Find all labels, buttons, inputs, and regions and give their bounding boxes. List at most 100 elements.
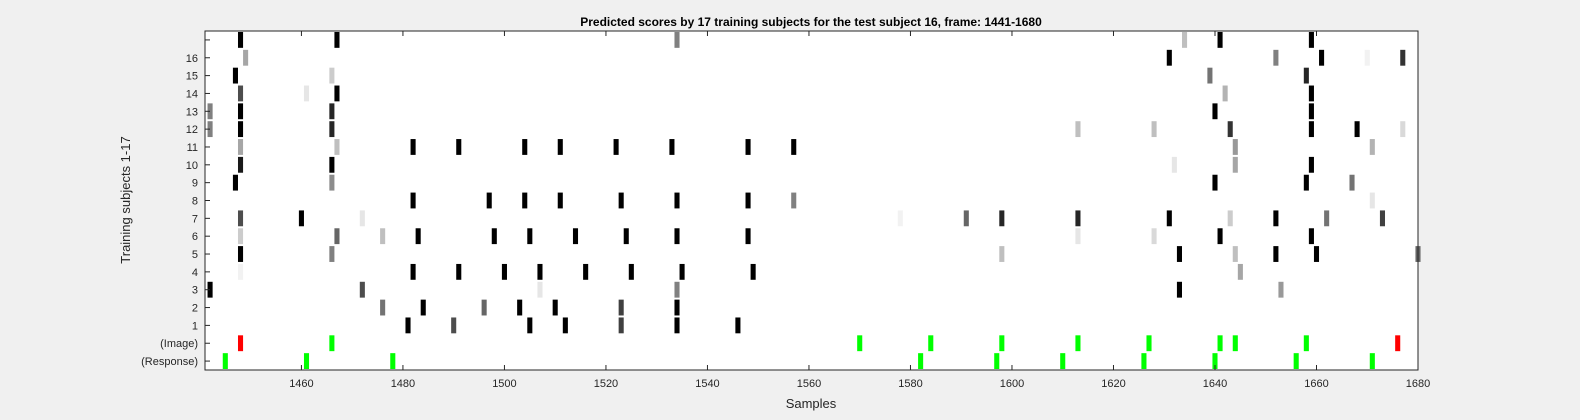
score-cell xyxy=(329,67,335,84)
score-cell xyxy=(572,228,579,245)
image-marker xyxy=(329,335,335,352)
score-cell xyxy=(1308,121,1314,138)
score-cell xyxy=(491,228,497,245)
y-tick-label: 12 xyxy=(186,124,198,136)
score-cell xyxy=(1181,32,1188,48)
score-cell xyxy=(674,299,680,316)
score-cell xyxy=(527,228,533,245)
y-tick-label: 13 xyxy=(186,106,198,118)
score-cell xyxy=(618,192,624,209)
response-marker xyxy=(994,353,1000,369)
score-cell xyxy=(674,281,680,298)
score-cell xyxy=(623,228,629,245)
score-cell xyxy=(1273,49,1279,66)
x-tick-label: 1660 xyxy=(1304,378,1328,390)
x-tick-label: 1580 xyxy=(898,378,922,390)
y-axis-label: Training subjects 1-17 xyxy=(118,136,133,263)
image-marker xyxy=(237,335,244,352)
x-tick-label: 1480 xyxy=(391,378,415,390)
x-tick-label: 1460 xyxy=(289,378,313,390)
score-cell xyxy=(1273,246,1279,262)
y-tick-label: 7 xyxy=(192,213,198,225)
x-tick-label: 1620 xyxy=(1101,378,1125,390)
x-axis-label: Samples xyxy=(786,396,837,411)
x-tick-label: 1500 xyxy=(492,378,516,390)
score-cell xyxy=(380,299,386,316)
score-cell xyxy=(1217,32,1223,48)
score-cell xyxy=(1075,228,1081,245)
response-marker xyxy=(303,353,310,369)
score-cell xyxy=(745,192,751,209)
response-marker xyxy=(1141,353,1147,369)
x-tick-label: 1520 xyxy=(594,378,618,390)
x-tick-label: 1540 xyxy=(695,378,719,390)
score-cell xyxy=(329,103,335,120)
y-tick-label: 5 xyxy=(192,249,198,261)
score-cell xyxy=(679,263,685,280)
score-cell xyxy=(527,317,533,334)
score-cell xyxy=(1308,228,1314,245)
score-cell xyxy=(1369,192,1375,209)
score-cell xyxy=(669,139,675,155)
chart-title: Predicted scores by 17 training subjects… xyxy=(580,15,1042,29)
score-cell xyxy=(1217,228,1223,245)
y-tick-label: 4 xyxy=(192,267,198,279)
y-tick-label: 6 xyxy=(192,231,198,243)
score-cell xyxy=(237,246,244,262)
y-tick-label: (Response) xyxy=(141,356,198,368)
score-cell xyxy=(1212,174,1218,191)
score-cell xyxy=(207,121,213,138)
image-marker xyxy=(1395,335,1401,352)
score-cell xyxy=(674,228,680,245)
score-cell xyxy=(517,299,523,316)
score-cell xyxy=(963,210,969,227)
score-cell xyxy=(334,85,340,102)
image-marker xyxy=(1146,335,1152,352)
response-marker xyxy=(1212,353,1218,369)
score-cell xyxy=(237,85,244,102)
score-cell xyxy=(1349,174,1355,191)
y-tick-label: 8 xyxy=(192,196,198,208)
response-marker xyxy=(918,353,924,369)
x-axis-ticks: 1460 1480 1500 1520 1540 1560 1580 1600 1620 1640… xyxy=(289,31,1430,390)
score-cell xyxy=(359,210,365,227)
y-tick-label: 9 xyxy=(192,178,198,190)
score-cell xyxy=(486,192,492,209)
score-cell xyxy=(1166,49,1172,66)
score-cell xyxy=(237,103,244,120)
score-cell xyxy=(1207,67,1213,84)
x-tick-label: 1640 xyxy=(1203,378,1227,390)
score-cell xyxy=(735,317,741,334)
score-cell xyxy=(1308,156,1314,173)
response-marker xyxy=(1369,353,1375,369)
score-cell xyxy=(537,263,543,280)
score-cell xyxy=(537,281,543,298)
score-cell xyxy=(329,121,335,138)
score-cell xyxy=(1232,156,1238,173)
score-cell xyxy=(745,139,751,155)
score-cell xyxy=(1308,85,1314,102)
score-cell xyxy=(237,121,244,138)
score-cell xyxy=(1400,49,1406,66)
y-tick-label: (Image) xyxy=(160,338,198,350)
score-cell xyxy=(628,263,634,280)
score-cell xyxy=(420,299,426,316)
score-cell xyxy=(380,228,386,245)
score-cell xyxy=(1273,210,1279,227)
score-cell xyxy=(1075,210,1081,227)
image-marker xyxy=(1217,335,1223,352)
score-cell xyxy=(334,139,340,155)
y-tick-label: 14 xyxy=(186,88,198,100)
score-cell xyxy=(237,32,244,48)
x-tick-label: 1560 xyxy=(797,378,821,390)
score-cell xyxy=(415,228,421,245)
score-cell xyxy=(334,32,340,48)
score-cell xyxy=(791,139,797,155)
score-cell xyxy=(613,139,619,155)
score-cell xyxy=(501,263,507,280)
score-cell xyxy=(451,317,457,334)
score-cell xyxy=(1232,139,1238,155)
score-cell xyxy=(1237,263,1243,280)
score-cell xyxy=(1212,103,1218,120)
